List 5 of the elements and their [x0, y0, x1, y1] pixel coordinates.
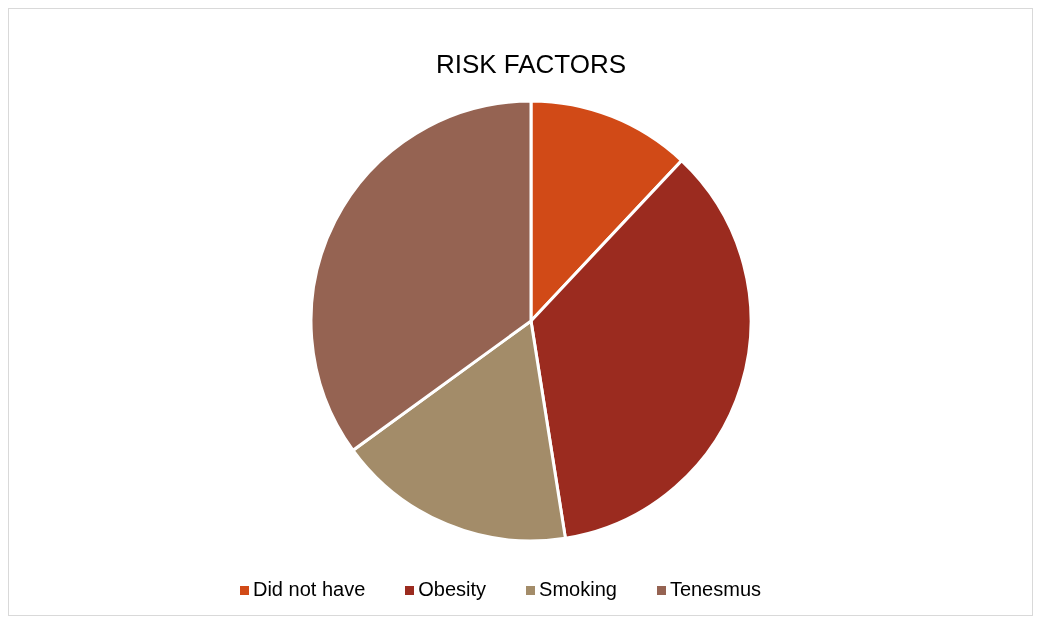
legend-label: Obesity	[418, 578, 487, 600]
legend-label: Tenesmus	[669, 578, 762, 600]
legend-label: Smoking	[539, 578, 617, 600]
chart-title: RISK FACTORS	[435, 49, 627, 79]
legend-label: Did not have	[252, 578, 366, 600]
